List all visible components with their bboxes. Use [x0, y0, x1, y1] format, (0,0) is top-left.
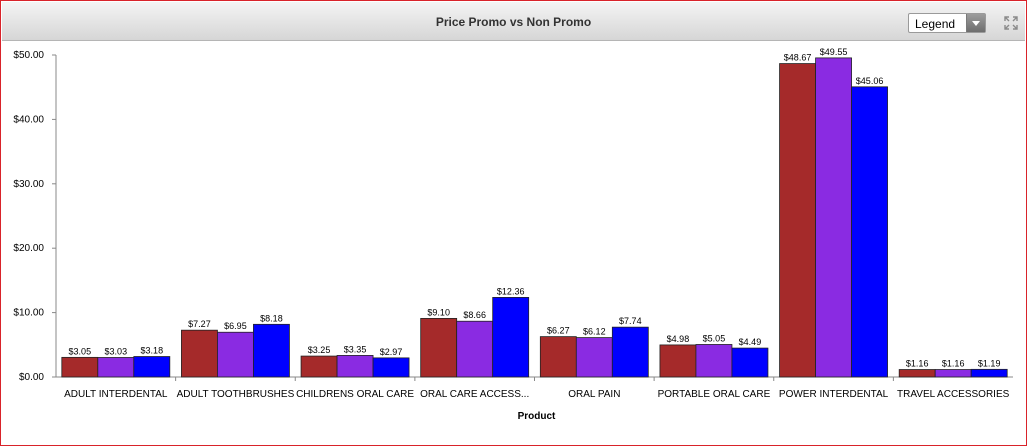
expand-icon[interactable] — [1003, 15, 1019, 31]
data-label: $2.97 — [380, 347, 403, 357]
x-tick-label: POWER INTERDENTAL — [779, 389, 889, 400]
data-label: $7.74 — [619, 316, 642, 326]
data-label: $6.27 — [547, 326, 570, 336]
bar — [898, 369, 936, 378]
data-label: $3.03 — [105, 346, 128, 356]
bar — [611, 326, 649, 378]
bar — [300, 355, 338, 378]
legend-dropdown[interactable]: Legend — [908, 13, 986, 33]
bar — [336, 355, 374, 378]
x-axis-title: Product — [518, 411, 556, 422]
x-tick-label: ORAL PAIN — [568, 389, 620, 400]
chart-title: Price Promo vs Non Promo — [435, 15, 592, 29]
bar — [372, 357, 410, 378]
x-tick-label: ORAL CARE ACCESS... — [420, 389, 529, 400]
data-label: $48.67 — [784, 53, 812, 63]
data-label: $5.05 — [703, 333, 726, 343]
data-label: $49.55 — [820, 47, 848, 57]
y-tick-label: $30.00 — [13, 179, 44, 190]
bar — [181, 329, 218, 378]
x-tick-label: ADULT INTERDENTAL — [64, 389, 168, 400]
data-label: $4.98 — [667, 334, 690, 344]
bar — [492, 297, 530, 378]
bar — [456, 320, 494, 378]
y-tick-label: $50.00 — [13, 50, 44, 61]
data-label: $45.06 — [856, 76, 884, 86]
y-tick-label: $20.00 — [13, 243, 44, 254]
x-tick-label: TRAVEL ACCESSORIES — [897, 389, 1010, 400]
data-label: $4.49 — [739, 337, 762, 347]
bar — [253, 323, 290, 378]
legend-dropdown-label: Legend — [915, 17, 956, 31]
data-label: $7.27 — [188, 319, 211, 329]
bar-chart: $0.00 $10.00 $20.00 $30.00 $40.00 $50.00 ADULT… — [13, 47, 1013, 422]
bar — [695, 344, 733, 378]
data-label: $1.16 — [942, 359, 965, 369]
data-label: $6.12 — [583, 327, 606, 337]
data-label: $8.66 — [463, 310, 486, 320]
x-tick-label: PORTABLE ORAL CARE — [658, 389, 771, 400]
data-label: $9.10 — [427, 307, 450, 317]
bar — [420, 317, 458, 378]
bar — [851, 86, 888, 378]
x-tick-label: CHILDRENS ORAL CARE — [296, 389, 414, 400]
bar — [779, 63, 816, 378]
data-label: $1.16 — [906, 359, 929, 369]
data-label: $3.35 — [344, 344, 367, 354]
bar — [575, 337, 613, 378]
y-tick-label: $10.00 — [13, 308, 44, 319]
x-tick-label: ADULT TOOTHBRUSHES — [177, 389, 295, 400]
data-label: $3.25 — [308, 345, 331, 355]
y-tick-label: $0.00 — [19, 372, 44, 383]
data-label: $12.36 — [497, 286, 525, 296]
bar — [97, 357, 135, 378]
data-label: $3.05 — [69, 346, 92, 356]
bar — [217, 331, 254, 378]
data-label: $3.18 — [141, 346, 164, 356]
panel-header: Price Promo vs Non Promo Legend — [2, 2, 1025, 41]
bar — [970, 368, 1008, 378]
y-tick-label: $40.00 — [13, 114, 44, 125]
data-label: $8.18 — [260, 313, 283, 323]
data-label: $1.19 — [978, 358, 1001, 368]
bar — [731, 347, 769, 378]
bar — [61, 356, 99, 378]
chevron-down-icon[interactable] — [966, 14, 985, 32]
bar — [539, 336, 577, 378]
bar — [934, 369, 972, 378]
bar — [815, 57, 852, 378]
data-label: $6.95 — [224, 321, 247, 331]
bar — [133, 356, 171, 378]
bar — [659, 344, 697, 378]
